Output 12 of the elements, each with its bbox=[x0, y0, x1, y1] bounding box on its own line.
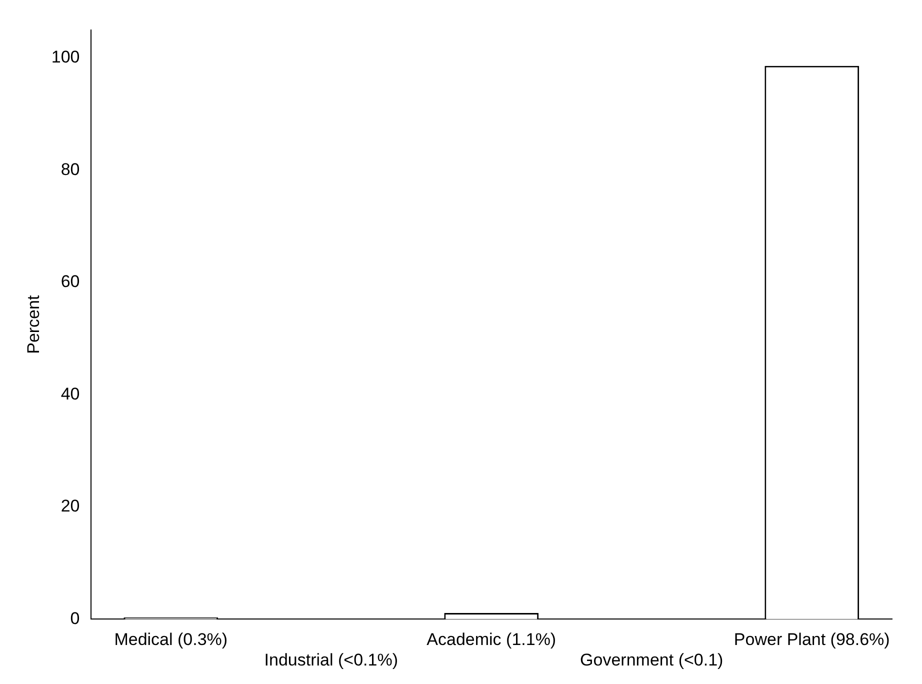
y-tick-label: 20 bbox=[60, 496, 80, 516]
y-tick-label: 60 bbox=[60, 272, 80, 292]
x-tick-label: Medical (0.3%) bbox=[114, 630, 228, 650]
y-axis-title: Percent bbox=[24, 295, 43, 354]
y-tick-label: 0 bbox=[70, 608, 80, 628]
x-tick-label: Power Plant (98.6%) bbox=[734, 630, 890, 650]
x-tick-label: Industrial (<0.1%) bbox=[264, 650, 398, 670]
y-tick-label: 80 bbox=[60, 160, 80, 179]
y-tick-label: 100 bbox=[51, 48, 80, 67]
x-tick-label: Government (<0.1) bbox=[580, 650, 724, 670]
x-tick-label: Academic (1.1%) bbox=[426, 630, 556, 650]
y-tick-label: 40 bbox=[60, 384, 80, 404]
